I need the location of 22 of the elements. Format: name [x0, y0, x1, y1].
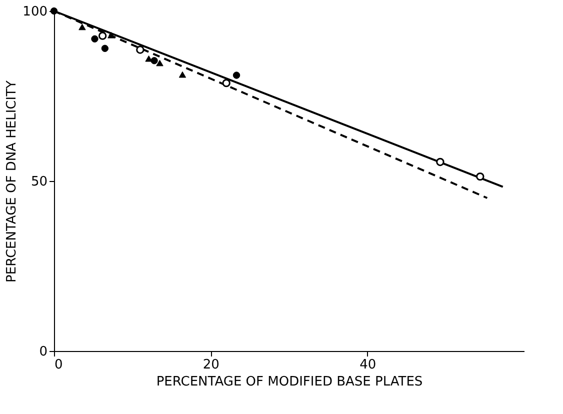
x-axis-title: PERCENTAGE OF MODIFIED BASE PLATES: [156, 374, 423, 390]
x-tick-label: 0: [54, 358, 63, 372]
point: [156, 60, 164, 66]
x-tick-label: 20: [202, 358, 220, 372]
point: [136, 46, 144, 54]
point: [222, 78, 230, 88]
point: [78, 24, 86, 30]
y-axis-title: PERCENTAGE OF DNA HELICITY: [4, 80, 20, 282]
point: [436, 158, 444, 166]
point: [145, 55, 152, 62]
point: [91, 35, 98, 42]
point: [232, 72, 240, 79]
point: [150, 57, 158, 64]
y-tick-label: 0: [39, 344, 48, 360]
point: [476, 172, 484, 181]
x-tick-label: 40: [360, 358, 376, 372]
point: [98, 32, 107, 40]
y-tick-label: 100: [22, 4, 48, 20]
point: [101, 44, 109, 52]
point: [108, 32, 115, 38]
y-tick-label: 50: [30, 174, 48, 190]
point: [178, 71, 186, 78]
